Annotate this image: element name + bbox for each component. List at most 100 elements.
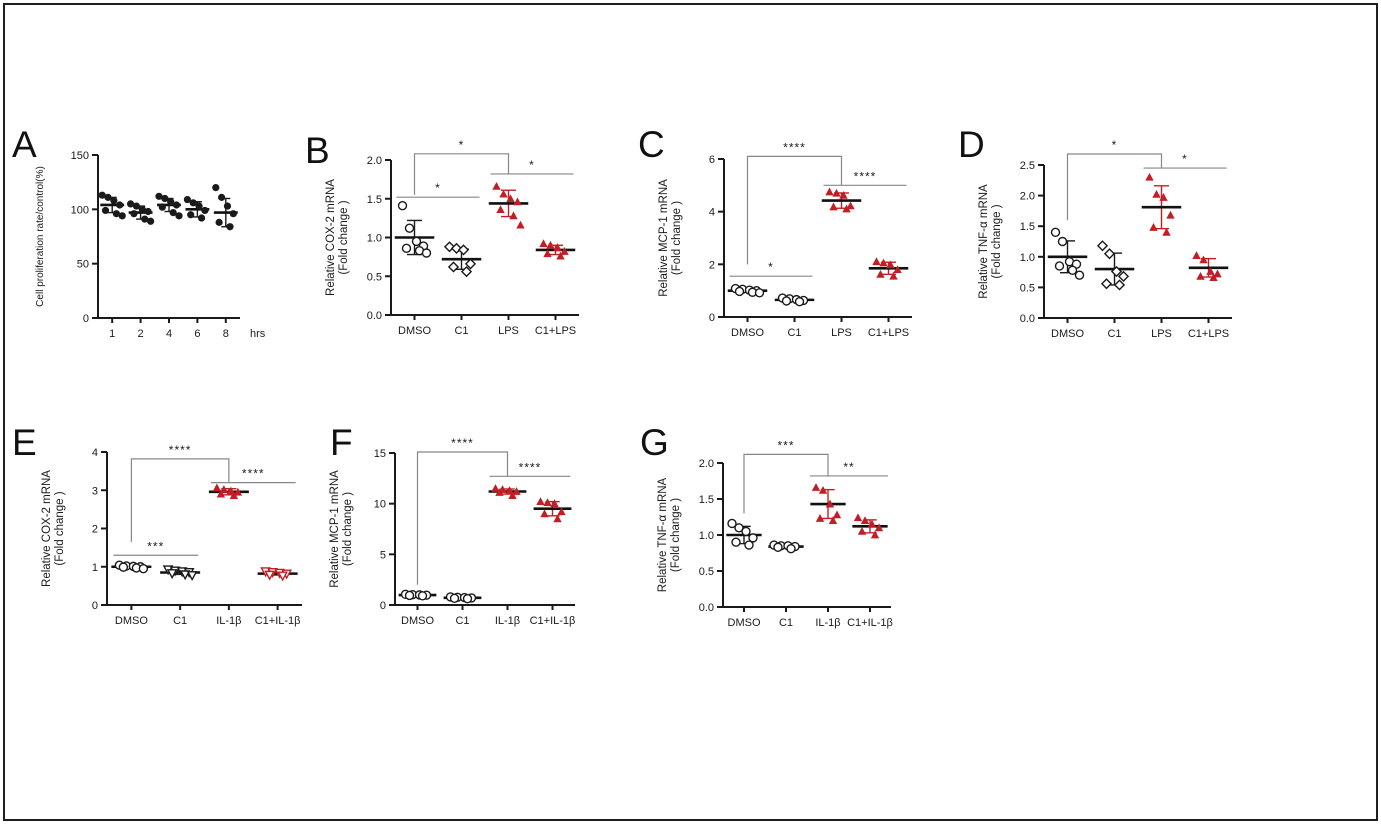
svg-text:1.0: 1.0 (1020, 252, 1035, 264)
svg-text:1.5: 1.5 (367, 194, 382, 206)
svg-text:2: 2 (92, 524, 98, 536)
svg-text:C1+IL-1β: C1+IL-1β (530, 615, 576, 627)
svg-text:DMSO: DMSO (731, 327, 764, 339)
svg-text:C1+LPS: C1+LPS (1188, 328, 1229, 340)
svg-text:0.0: 0.0 (367, 310, 382, 322)
svg-text:(Fold change ): (Fold change ) (54, 491, 66, 565)
svg-text:DMSO: DMSO (401, 615, 434, 627)
svg-text:*: * (1112, 138, 1118, 152)
svg-text:(Fold change ): (Fold change ) (671, 201, 683, 275)
panel-D: D 0.0 0.5 1.0 1.5 2.0 2.5 DMSO C1 LPS C1+LPS Relat… (956, 112, 1278, 367)
svg-text:****: **** (169, 443, 192, 457)
svg-text:0.5: 0.5 (1020, 282, 1035, 294)
svg-text:6: 6 (709, 154, 715, 166)
svg-text:(Fold change ): (Fold change ) (342, 492, 354, 566)
svg-text:1: 1 (109, 328, 115, 340)
svg-text:C1: C1 (779, 617, 793, 629)
svg-text:DMSO: DMSO (1051, 328, 1084, 340)
svg-text:IL-1β: IL-1β (495, 615, 520, 627)
panel-A-chart: 0 50 100 150 1 2 4 6 8 hrs Cell proliferation rate… (35, 150, 266, 340)
svg-text:LPS: LPS (1151, 328, 1172, 340)
svg-text:*: * (768, 260, 774, 274)
svg-text:C1+LPS: C1+LPS (535, 325, 576, 337)
svg-text:C1+IL-1β: C1+IL-1β (847, 617, 893, 629)
panel-C-label: C (638, 124, 665, 165)
svg-text:0: 0 (92, 600, 98, 612)
svg-text:(Fold change ): (Fold change ) (670, 498, 682, 572)
panel-G: G 0.0 0.5 1.0 1.5 2.0 DMSO C1 IL-1β C1+IL-1β Rela… (638, 402, 978, 664)
svg-text:C1: C1 (787, 327, 801, 339)
panel-E: E 0 1 2 3 4 DMSO C1 IL-1β C1+IL-1β Relative COX-2… (10, 402, 330, 660)
svg-text:4: 4 (709, 207, 715, 219)
svg-text:DMSO: DMSO (398, 325, 431, 337)
svg-text:4: 4 (92, 447, 98, 459)
svg-text:****: **** (242, 467, 265, 481)
svg-text:*: * (529, 158, 535, 172)
panel-C-chart: 0 2 4 6 DMSO C1 LPS C1+LPS Relative MCP-1 mRNA (F… (658, 140, 912, 339)
svg-text:0.5: 0.5 (367, 271, 382, 283)
svg-text:1.0: 1.0 (699, 530, 714, 542)
svg-text:**: ** (843, 460, 854, 474)
svg-text:C1+IL-1β: C1+IL-1β (255, 615, 301, 627)
svg-text:***: *** (147, 539, 164, 553)
svg-text:Relative MCP-1 mRNA: Relative MCP-1 mRNA (658, 179, 670, 297)
svg-text:5: 5 (380, 549, 386, 561)
panel-F-chart: 0 5 10 15 DMSO C1 IL-1β C1+IL-1β Relative MCP-1 … (329, 436, 576, 627)
svg-text:0.0: 0.0 (699, 602, 714, 614)
svg-text:2.0: 2.0 (1020, 191, 1035, 203)
panel-F-label: F (330, 422, 353, 463)
svg-text:0.0: 0.0 (1020, 313, 1035, 325)
panel-A-label: A (12, 124, 37, 165)
svg-text:1: 1 (92, 562, 98, 574)
svg-text:150: 150 (71, 150, 89, 162)
svg-text:*: * (1182, 152, 1188, 166)
panel-E-label: E (12, 422, 37, 463)
svg-text:0: 0 (380, 600, 386, 612)
svg-text:****: **** (519, 460, 542, 474)
svg-text:*: * (459, 138, 465, 152)
svg-text:1.5: 1.5 (699, 494, 714, 506)
svg-text:IL-1β: IL-1β (815, 617, 840, 629)
svg-text:2.5: 2.5 (1020, 160, 1035, 172)
svg-text:C1: C1 (173, 615, 187, 627)
svg-text:(Fold change ): (Fold change ) (991, 204, 1003, 278)
svg-text:IL-1β: IL-1β (216, 615, 241, 627)
svg-text:(Fold change ): (Fold change ) (338, 200, 350, 274)
svg-text:C1+LPS: C1+LPS (868, 327, 909, 339)
figure-border (3, 3, 1378, 821)
svg-text:3: 3 (92, 485, 98, 497)
svg-text:0: 0 (709, 312, 715, 324)
svg-text:100: 100 (71, 204, 89, 216)
panel-B-label: B (305, 130, 330, 171)
svg-text:50: 50 (77, 259, 89, 271)
svg-text:8: 8 (223, 328, 229, 340)
svg-text:Relative COX-2 mRNA: Relative COX-2 mRNA (325, 179, 337, 296)
svg-text:C1: C1 (454, 325, 468, 337)
svg-text:Relative COX-2 mRNA: Relative COX-2 mRNA (41, 470, 53, 587)
svg-text:*: * (435, 181, 441, 195)
svg-text:1.5: 1.5 (1020, 221, 1035, 233)
svg-text:****: **** (451, 436, 474, 450)
svg-text:LPS: LPS (831, 327, 852, 339)
panel-G-chart: 0.0 0.5 1.0 1.5 2.0 DMSO C1 IL-1β C1+IL-1β Relati… (657, 438, 893, 629)
svg-text:10: 10 (374, 499, 386, 511)
svg-text:2.0: 2.0 (699, 458, 714, 470)
svg-text:2.0: 2.0 (367, 155, 382, 167)
svg-text:6: 6 (194, 328, 200, 340)
panel-G-label: G (640, 422, 669, 463)
svg-text:Relative MCP-1 mRNA: Relative MCP-1 mRNA (329, 470, 341, 588)
svg-text:DMSO: DMSO (728, 617, 761, 629)
panel-B: B 0.0 0.5 1.0 1.5 2.0 DMSO C1 LPS C1+LPS Relative… (303, 118, 625, 368)
svg-text:0: 0 (83, 313, 89, 325)
svg-text:DMSO: DMSO (115, 615, 148, 627)
panel-C: C 0 2 4 6 DMSO C1 LPS C1+LPS Relative MCP-1 mRNA… (636, 112, 958, 367)
panel-B-chart: 0.0 0.5 1.0 1.5 2.0 DMSO C1 LPS C1+LPS Relative C… (325, 138, 579, 337)
svg-text:2: 2 (709, 259, 715, 271)
svg-text:***: *** (777, 438, 794, 452)
panel-D-chart: 0.0 0.5 1.0 1.5 2.0 2.5 DMSO C1 LPS C1+LPS Relativ… (978, 138, 1232, 340)
panel-F: F 0 5 10 15 DMSO C1 IL-1β C1+IL-1β Relative MCP-… (328, 402, 658, 660)
svg-text:C1: C1 (1107, 328, 1121, 340)
panel-A: A 0 50 100 150 1 2 4 6 8 hrs Cell proliferation ra… (10, 112, 310, 364)
svg-text:Relative TNF-α mRNA: Relative TNF-α mRNA (657, 477, 669, 592)
